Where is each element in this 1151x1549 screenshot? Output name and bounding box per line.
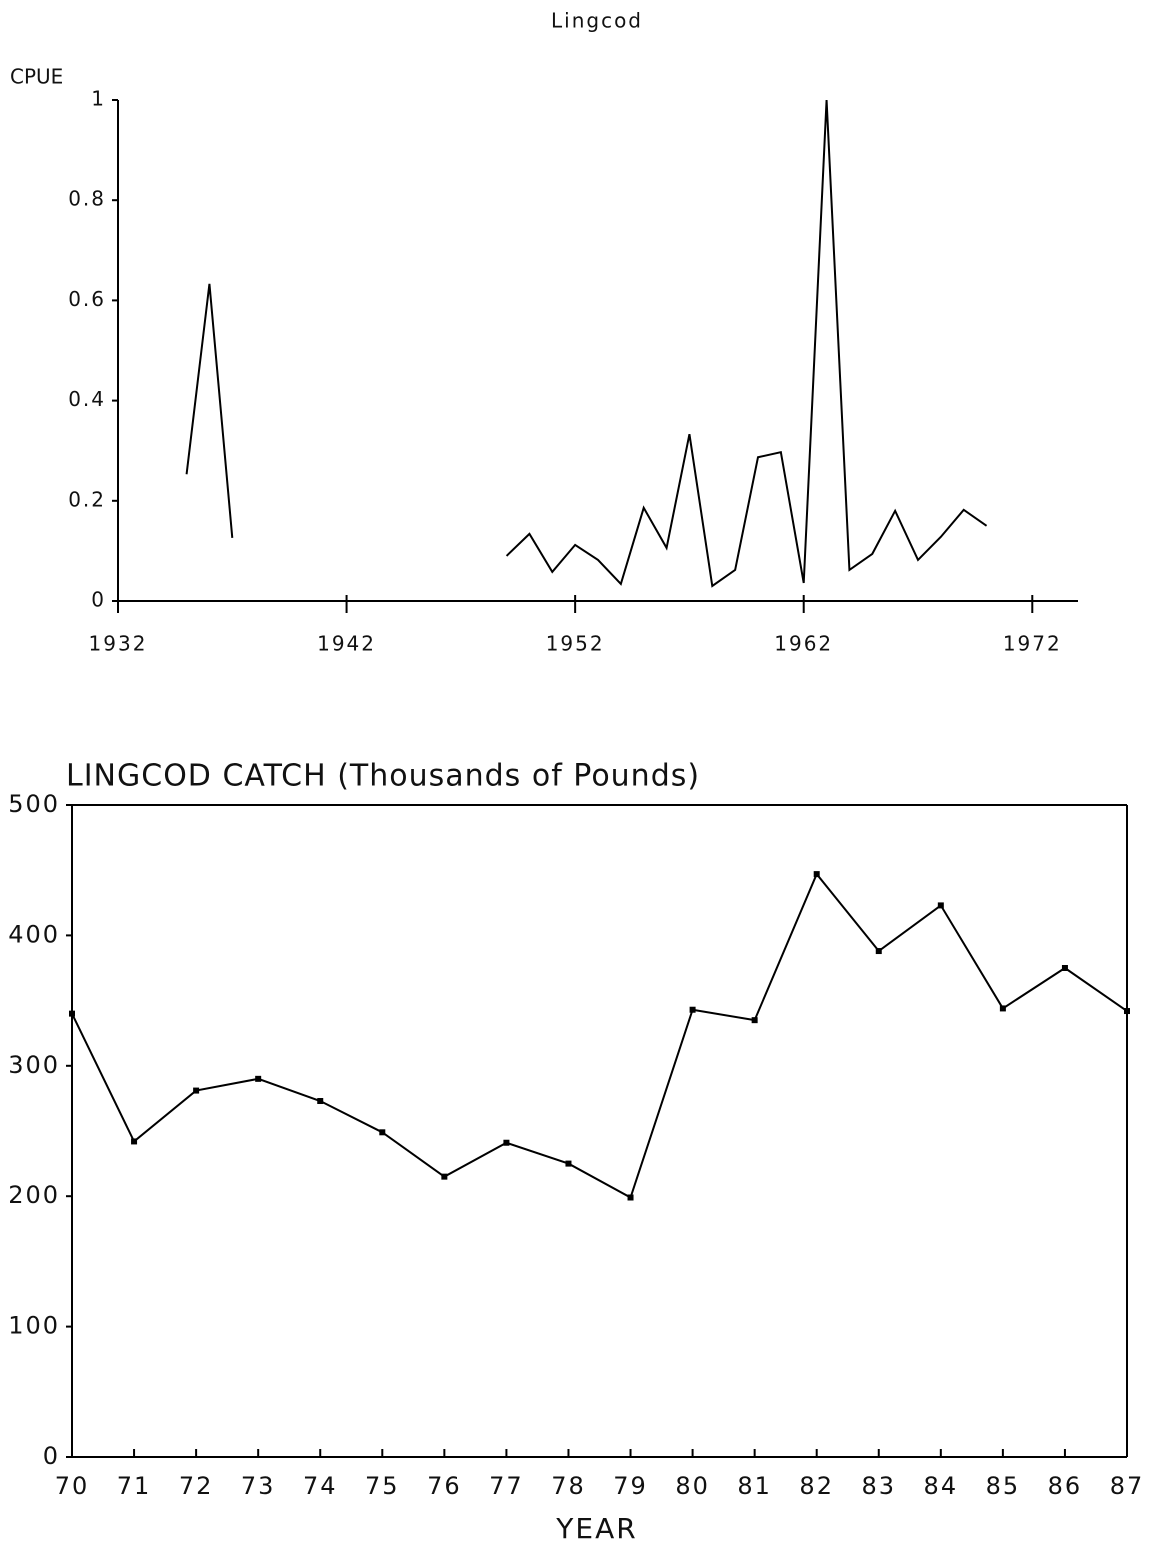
x-tick-label: 85 <box>986 1472 1021 1500</box>
x-tick-label: 71 <box>117 1472 152 1500</box>
data-point <box>751 1017 758 1024</box>
x-tick-label: 1932 <box>89 632 148 656</box>
x-tick-label: 87 <box>1110 1472 1145 1500</box>
chart-title: LINGCOD CATCH (Thousands of Pounds) <box>66 759 700 794</box>
data-point <box>565 1160 572 1167</box>
x-axis-label: YEAR <box>555 1512 637 1545</box>
x-tick-label: 76 <box>427 1472 462 1500</box>
x-tick-label: 1962 <box>774 632 833 656</box>
x-tick-label: 70 <box>55 1472 90 1500</box>
x-tick-label: 1952 <box>546 632 605 656</box>
y-tick-label: 0 <box>43 1442 60 1470</box>
data-point <box>627 1194 634 1201</box>
x-tick-label: 86 <box>1048 1472 1083 1500</box>
data-point <box>999 1005 1006 1012</box>
x-tick-label: 84 <box>924 1472 959 1500</box>
x-tick-label: 75 <box>365 1472 400 1500</box>
data-point <box>937 902 944 909</box>
x-tick-label: 83 <box>861 1472 896 1500</box>
data-point <box>193 1087 200 1094</box>
x-tick-label: 73 <box>241 1472 276 1500</box>
data-point <box>255 1075 262 1082</box>
x-tick-label: 80 <box>675 1472 710 1500</box>
data-point <box>813 871 820 878</box>
y-tick-label: 200 <box>8 1181 60 1209</box>
y-tick-label: 0.2 <box>68 487 106 511</box>
x-tick-label: 74 <box>303 1472 338 1500</box>
y-tick-label: 0.8 <box>68 187 106 211</box>
data-point <box>689 1006 696 1013</box>
y-tick-label: 0.4 <box>68 387 106 411</box>
x-tick-label: 1972 <box>1003 632 1062 656</box>
data-line <box>185 283 234 538</box>
data-point <box>875 948 882 955</box>
data-point <box>379 1129 386 1136</box>
y-tick-label: 400 <box>8 920 60 948</box>
y-tick-label: 100 <box>8 1312 60 1340</box>
x-tick-label: 77 <box>489 1472 524 1500</box>
y-tick-label: 0.6 <box>68 287 106 311</box>
data-point <box>69 1010 75 1017</box>
x-tick-label: 72 <box>179 1472 214 1500</box>
chart-title: Lingcod <box>551 9 643 33</box>
y-tick-label: 0 <box>91 588 106 612</box>
y-tick-label: 1 <box>91 87 106 111</box>
x-tick-label: 79 <box>613 1472 648 1500</box>
data-point <box>1124 1008 1130 1015</box>
y-axis-label: CPUE <box>10 65 63 89</box>
data-line <box>71 872 1128 1199</box>
data-point <box>131 1138 138 1145</box>
y-tick-label: 500 <box>8 790 60 818</box>
x-tick-label: 81 <box>737 1472 772 1500</box>
y-tick-label: 300 <box>8 1051 60 1079</box>
x-tick-label: 78 <box>551 1472 586 1500</box>
data-point <box>317 1098 324 1105</box>
data-point <box>1061 965 1068 971</box>
x-tick-label: 82 <box>799 1472 834 1500</box>
data-line <box>505 99 988 588</box>
data-point <box>503 1139 510 1146</box>
data-point <box>441 1173 448 1180</box>
x-tick-label: 1942 <box>317 632 376 656</box>
